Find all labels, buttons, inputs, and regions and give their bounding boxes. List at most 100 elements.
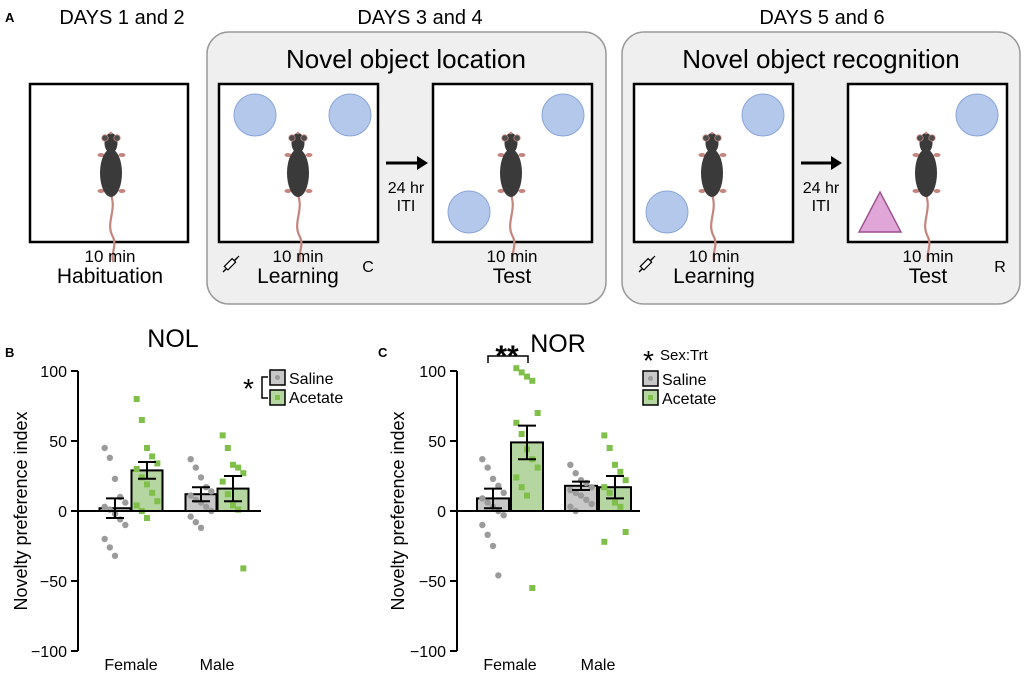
data-point-saline <box>567 461 574 468</box>
data-point-acetate <box>513 419 520 426</box>
habituation-phase: Habituation <box>57 265 163 288</box>
object-circle-icon <box>328 93 372 137</box>
nol-ylabel: Novelty preference index <box>11 411 31 610</box>
header-days-1-2: DAYS 1 and 2 <box>59 7 184 29</box>
data-point-saline <box>484 464 491 471</box>
habituation-arena <box>28 82 190 263</box>
significance-bracket <box>487 355 529 363</box>
data-point-saline <box>197 474 205 481</box>
data-point-saline <box>122 521 129 529</box>
data-point-saline <box>500 512 507 519</box>
panel-b: B NOL Novelty preference index 100 50 0 … <box>5 325 343 674</box>
data-point-saline <box>567 503 574 510</box>
data-point-saline <box>106 544 114 551</box>
panel-c: C NOR Novelty preference index 100 50 0 … <box>378 330 716 674</box>
data-point-saline <box>197 524 205 531</box>
panel-c-letter: C <box>378 345 388 360</box>
data-point-acetate <box>612 499 618 506</box>
nor-test-phase: Test <box>909 265 948 288</box>
object-circle-icon <box>233 93 277 137</box>
data-point-saline <box>479 495 486 502</box>
data-point-acetate <box>138 417 145 423</box>
data-point-acetate <box>224 491 231 498</box>
arrowhead-icon <box>831 156 842 170</box>
nol-chart-title: NOL <box>147 325 199 353</box>
data-point-saline <box>567 486 574 494</box>
legend-label-saline: Saline <box>289 371 334 388</box>
data-point-acetate <box>617 468 624 475</box>
data-point-saline <box>489 542 497 550</box>
y-tick-label: −100 <box>31 644 67 661</box>
data-point-saline <box>489 475 497 482</box>
data-point-acetate <box>144 445 150 451</box>
y-tick-label: −50 <box>419 574 446 591</box>
data-point-saline <box>111 552 119 559</box>
data-point-acetate <box>617 503 624 510</box>
data-point-saline <box>588 500 595 508</box>
data-point-saline <box>588 484 595 491</box>
data-point-saline <box>500 489 507 496</box>
y-tick-label: 0 <box>437 504 446 521</box>
nol-test-time: 10 min <box>486 247 537 266</box>
data-point-saline <box>101 503 108 510</box>
nor-learning-phase: Learning <box>673 265 755 288</box>
iti-hours-label: 24 hr <box>803 180 840 197</box>
object-circle-icon <box>645 190 689 234</box>
data-point-acetate <box>534 464 541 471</box>
data-point-acetate <box>133 502 140 509</box>
data-point-acetate <box>149 489 156 496</box>
nol-plot-area <box>78 396 261 572</box>
data-point-acetate <box>529 377 536 384</box>
data-point-saline <box>479 456 486 463</box>
data-point-acetate <box>606 445 613 451</box>
data-point-acetate <box>606 489 613 496</box>
header-days-5-6: DAYS 5 and 6 <box>759 7 884 29</box>
data-point-saline <box>495 482 502 489</box>
data-point-acetate <box>154 460 161 467</box>
nol-learning-time: 10 min <box>272 247 323 266</box>
legend-significance-star: * <box>243 373 254 404</box>
data-point-acetate <box>144 515 150 521</box>
legend-interaction-label: Sex:Trt <box>660 347 709 364</box>
data-point-saline <box>479 521 486 529</box>
nor-test-time: 10 min <box>902 247 953 266</box>
data-point-saline <box>202 503 210 510</box>
data-point-saline <box>187 492 194 499</box>
data-point-acetate <box>144 481 150 488</box>
data-point-saline <box>208 488 215 495</box>
data-point-acetate <box>524 373 530 380</box>
data-point-saline <box>187 513 194 520</box>
data-point-acetate <box>219 478 226 485</box>
nor-test-tag: R <box>994 259 1006 276</box>
data-point-saline <box>192 519 200 526</box>
significance-star: ** <box>495 340 519 373</box>
legend-marker-acetate <box>275 395 280 400</box>
legend-label-acetate: Acetate <box>289 390 343 407</box>
data-point-acetate <box>133 466 140 472</box>
header-days-3-4: DAYS 3 and 4 <box>357 7 482 29</box>
data-point-acetate <box>513 474 520 481</box>
data-point-acetate <box>240 565 247 572</box>
nor-yticks: 100 50 0 −50 −100 <box>410 364 457 661</box>
data-point-saline <box>572 470 579 477</box>
legend-label-saline: Saline <box>662 372 707 389</box>
y-tick-label: −100 <box>410 644 446 661</box>
data-point-acetate <box>513 365 520 372</box>
data-point-saline <box>484 499 491 506</box>
nol-learning-tag: C <box>362 259 374 276</box>
data-point-acetate <box>518 431 525 437</box>
y-tick-label: −50 <box>40 574 67 591</box>
nor-chart-title: NOR <box>530 330 586 358</box>
nor-plot-area <box>457 365 640 591</box>
data-point-saline <box>583 496 590 503</box>
data-point-acetate <box>230 461 236 468</box>
data-point-acetate <box>622 529 629 535</box>
data-point-saline <box>572 489 579 496</box>
nol-learning-arena <box>217 82 380 263</box>
nor-learning-time: 10 min <box>688 247 739 266</box>
data-point-acetate <box>138 474 145 481</box>
data-point-acetate <box>219 432 226 439</box>
object-circle-icon <box>741 93 785 137</box>
iti-hours-label: 24 hr <box>388 180 425 197</box>
object-circle-icon <box>955 93 999 137</box>
